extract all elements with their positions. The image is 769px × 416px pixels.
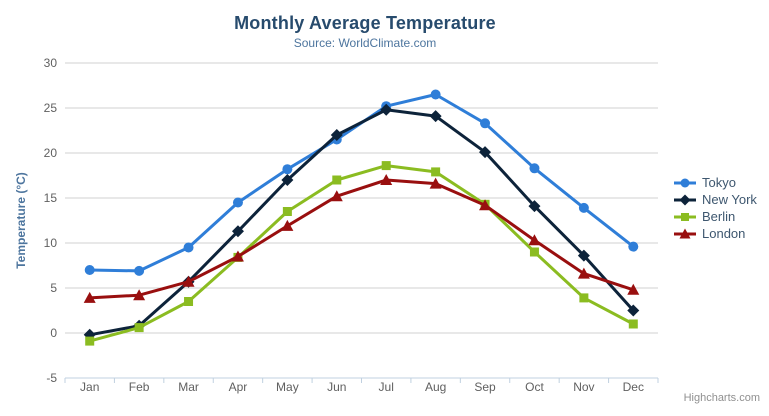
legend-marker-square-icon xyxy=(674,212,696,221)
series-point-new-york[interactable] xyxy=(627,304,640,317)
series-point-london[interactable] xyxy=(577,267,590,279)
legend-item-london[interactable]: London xyxy=(673,225,757,242)
legend-label: Berlin xyxy=(702,209,736,224)
series-point-london[interactable] xyxy=(380,174,393,185)
chart-title: Monthly Average Temperature xyxy=(234,13,496,33)
chart-context-menu-button[interactable] xyxy=(729,19,749,37)
x-axis-label-apr: Apr xyxy=(229,380,248,394)
series-point-tokyo[interactable] xyxy=(84,265,95,275)
series-point-tokyo[interactable] xyxy=(183,242,194,253)
series-point-london[interactable] xyxy=(429,177,442,189)
series-point-london[interactable] xyxy=(330,190,343,202)
series-point-new-york[interactable] xyxy=(577,249,590,262)
x-axis-label-sep: Sep xyxy=(474,380,496,394)
legend-marker-triangle-icon xyxy=(674,228,696,238)
series-point-tokyo[interactable] xyxy=(480,118,491,129)
series-point-tokyo[interactable] xyxy=(430,89,441,100)
legend-marker-square-icon[interactable] xyxy=(681,212,689,221)
series-line-new-york xyxy=(88,108,635,337)
x-axis-label-mar: Mar xyxy=(178,380,199,394)
legend-item-berlin[interactable]: Berlin xyxy=(673,208,757,225)
series-point-new-york[interactable] xyxy=(479,146,492,159)
series-point-new-york[interactable] xyxy=(429,110,442,123)
series-point-tokyo[interactable] xyxy=(628,241,639,252)
series-line-london xyxy=(88,178,635,300)
series-point-london[interactable] xyxy=(133,289,146,301)
legend-marker-diamond-icon xyxy=(674,194,696,205)
series-point-london[interactable] xyxy=(627,283,640,295)
y-axis-tick-label: 15 xyxy=(44,191,58,205)
series-point-new-york[interactable] xyxy=(231,225,244,238)
series-point-berlin[interactable] xyxy=(282,207,292,216)
series-point-berlin[interactable] xyxy=(529,247,539,257)
legend-label: New York xyxy=(702,192,757,207)
legend-label: Tokyo xyxy=(702,175,736,190)
series-point-london[interactable] xyxy=(528,234,541,246)
y-axis-title: Temperature (°C) xyxy=(14,172,28,269)
legend-item-new-york[interactable]: New York xyxy=(673,191,757,208)
y-axis-tick-label: 10 xyxy=(44,236,58,250)
legend-marker-circle-icon xyxy=(674,178,696,187)
series-point-berlin[interactable] xyxy=(85,336,95,346)
legend-label: London xyxy=(702,226,746,241)
x-axis-label-dec: Dec xyxy=(623,380,644,394)
series-point-tokyo[interactable] xyxy=(578,202,589,213)
series-point-london[interactable] xyxy=(479,199,492,211)
series-point-new-york[interactable] xyxy=(528,200,541,213)
x-axis-label-oct: Oct xyxy=(525,380,544,394)
series-point-berlin[interactable] xyxy=(431,167,441,177)
series-point-tokyo[interactable] xyxy=(282,164,293,175)
x-axis-label-aug: Aug xyxy=(425,380,446,394)
x-axis-label-may: May xyxy=(276,380,299,394)
y-axis-tick-label: 0 xyxy=(50,326,57,340)
y-axis-tick-label: 30 xyxy=(44,56,58,70)
chart-subtitle: Source: WorldClimate.com xyxy=(293,36,437,50)
legend: Tokyo New York Berlin London xyxy=(673,174,757,242)
y-axis-tick-label: 5 xyxy=(50,281,57,295)
x-axis-label-jul: Jul xyxy=(379,380,394,394)
x-axis-label-feb: Feb xyxy=(129,380,150,394)
series-point-tokyo[interactable] xyxy=(232,197,243,208)
series-point-berlin[interactable] xyxy=(134,323,144,333)
series-point-new-york[interactable] xyxy=(281,174,294,186)
legend-item-tokyo[interactable]: Tokyo xyxy=(673,174,757,191)
x-axis-label-jan: Jan xyxy=(80,380,99,394)
series-point-london[interactable] xyxy=(83,291,96,303)
series-point-berlin[interactable] xyxy=(628,319,638,329)
series-point-new-york[interactable] xyxy=(380,103,393,116)
legend-marker-triangle-icon[interactable] xyxy=(679,228,691,238)
series-point-berlin[interactable] xyxy=(184,297,194,306)
legend-marker-diamond-icon[interactable] xyxy=(679,194,691,205)
series-point-berlin[interactable] xyxy=(332,175,342,185)
series-line-berlin xyxy=(88,164,635,343)
series-point-berlin[interactable] xyxy=(579,293,589,303)
series-point-tokyo[interactable] xyxy=(134,265,145,276)
y-axis-tick-label: 25 xyxy=(44,101,58,115)
y-axis-tick-label: -5 xyxy=(46,371,57,385)
series-point-london[interactable] xyxy=(231,250,244,262)
series-point-new-york[interactable] xyxy=(330,129,343,141)
series-point-london[interactable] xyxy=(182,275,195,287)
y-axis-tick-label: 20 xyxy=(44,146,58,160)
series-point-berlin[interactable] xyxy=(381,161,391,171)
series-point-tokyo[interactable] xyxy=(529,163,540,174)
x-axis-label-jun: Jun xyxy=(327,380,346,394)
highcharts-credit-link[interactable]: Highcharts.com xyxy=(683,392,760,404)
series-point-london[interactable] xyxy=(281,219,294,231)
x-axis-label-nov: Nov xyxy=(573,380,594,394)
legend-marker-circle-icon[interactable] xyxy=(680,178,690,187)
